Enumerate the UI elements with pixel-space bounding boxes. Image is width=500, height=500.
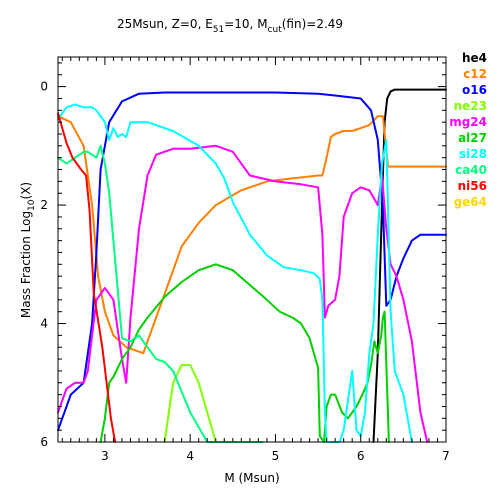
legend-item-si28: si28 bbox=[459, 147, 487, 161]
series-layer bbox=[57, 88, 447, 443]
chart-title-e-sub: 51 bbox=[213, 25, 224, 35]
plot-frame bbox=[57, 56, 447, 443]
series-line-al27 bbox=[99, 263, 390, 443]
chart-title: 25Msun, Z=0, E51=10, Mcut(fin)=2.49 bbox=[117, 17, 343, 35]
y-tick-label: 2 bbox=[40, 198, 48, 212]
y-tick-label: 6 bbox=[40, 435, 48, 449]
series-line-he4 bbox=[372, 88, 447, 443]
y-axis-title: Mass Fraction Log10(X) bbox=[19, 182, 37, 318]
legend-item-c12: c12 bbox=[463, 67, 487, 81]
x-tick-label: 4 bbox=[186, 449, 194, 463]
x-tick-label: 7 bbox=[442, 449, 450, 463]
chart-title-m-sub: cut bbox=[268, 25, 283, 35]
legend-item-o16: o16 bbox=[462, 83, 487, 97]
legend-item-mg24: mg24 bbox=[449, 115, 487, 129]
y-axis-title-pre: Mass Fraction Log bbox=[19, 211, 33, 318]
series-line-si28 bbox=[57, 103, 413, 443]
chart-title-pre: 25Msun, Z=0, E bbox=[117, 17, 213, 31]
legend: he4 c12 o16 ne23 mg24 al27 si28 ca40 ni56 ge64 bbox=[449, 51, 487, 209]
x-tick-label: 6 bbox=[357, 449, 365, 463]
x-axis-title: M (Msun) bbox=[224, 471, 279, 485]
y-axis-title-post: (X) bbox=[19, 182, 33, 200]
x-tick-label: 5 bbox=[272, 449, 280, 463]
series-line-o16 bbox=[57, 91, 447, 432]
y-tick-label: 0 bbox=[40, 80, 48, 94]
x-tick-label: 3 bbox=[101, 449, 109, 463]
chart-title-post: (fin)=2.49 bbox=[282, 17, 343, 31]
series-line-ne23 bbox=[163, 364, 217, 443]
legend-item-ni56: ni56 bbox=[458, 179, 487, 193]
legend-item-ne23: ne23 bbox=[454, 99, 487, 113]
chart-title-mid: =10, M bbox=[224, 17, 267, 31]
series-line-ca40 bbox=[57, 144, 264, 443]
series-line-c12 bbox=[57, 115, 447, 355]
ticks-layer: 3 4 5 6 7 0 2 4 6 bbox=[40, 57, 450, 463]
series-line-mg24 bbox=[57, 144, 429, 443]
legend-item-ca40: ca40 bbox=[455, 163, 487, 177]
legend-item-ge64: ge64 bbox=[454, 195, 487, 209]
series-line-ni56 bbox=[57, 112, 117, 443]
legend-item-al27: al27 bbox=[458, 131, 487, 145]
y-axis-title-sub: 10 bbox=[27, 199, 37, 211]
legend-item-he4: he4 bbox=[462, 51, 487, 65]
y-tick-label: 4 bbox=[40, 317, 48, 331]
